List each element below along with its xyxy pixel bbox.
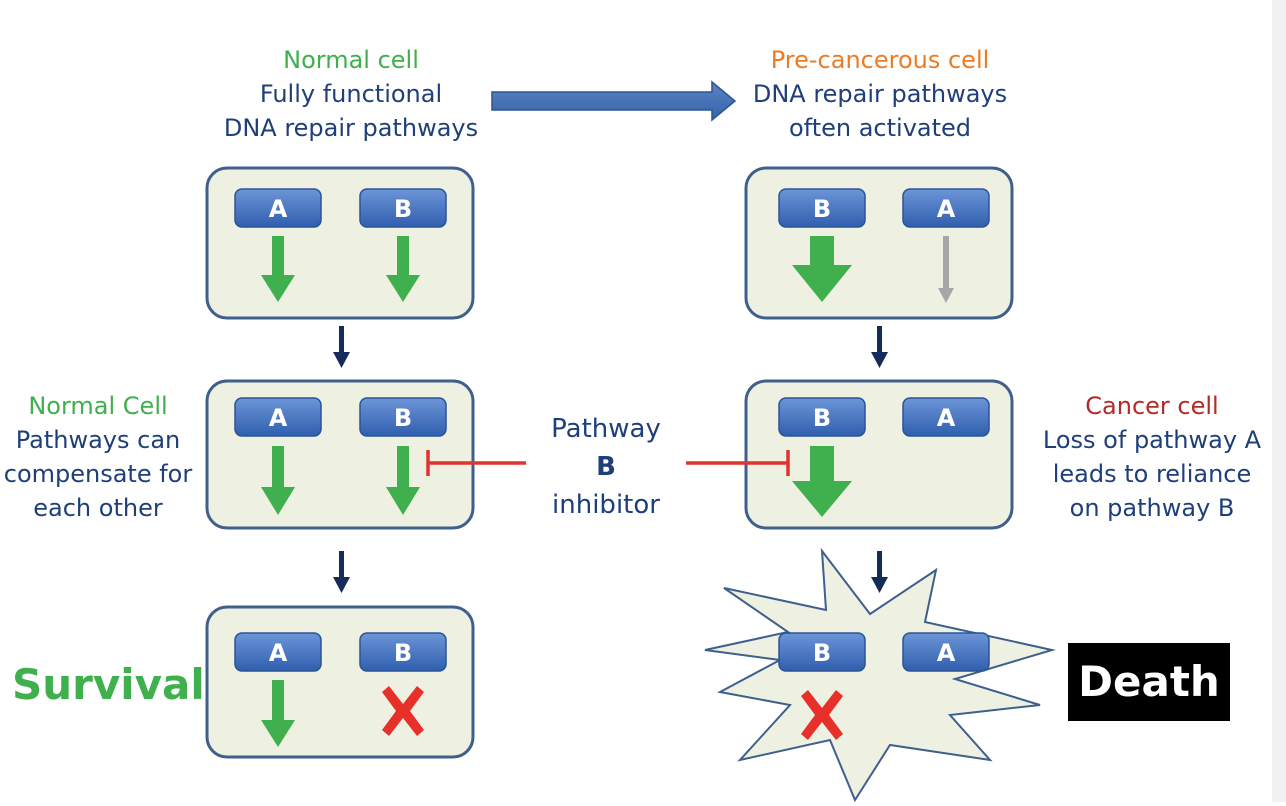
flow-arrow-down	[871, 326, 888, 368]
normal-compensation-label: Normal Cell Pathways can compensate for …	[0, 389, 196, 525]
active-repair-arrow	[386, 236, 420, 302]
cancer-cell-line3: on pathway B	[1069, 494, 1235, 522]
normal-compensation-line2: compensate for	[3, 460, 193, 488]
inhibitor-line1: Pathway	[551, 414, 661, 444]
normal-compensation-line3: each other	[33, 494, 163, 522]
normal-cell-desc-line2: DNA repair pathways	[223, 114, 479, 142]
pathway-label-a: A	[937, 639, 956, 667]
normal-cell-title: Normal cell	[283, 46, 419, 74]
page-edge-strip	[1272, 0, 1286, 802]
cancer-cell-line2: leads to reliance	[1052, 460, 1252, 488]
precancer-cell-desc-line1: DNA repair pathways	[752, 80, 1008, 108]
precancer-cell-header: Pre-cancerous cell DNA repair pathways o…	[725, 43, 1035, 145]
survival-label: Survival	[12, 660, 205, 709]
dying-cell-starburst	[704, 547, 1056, 803]
pathway-label-a: A	[937, 195, 956, 223]
pathway-label-b: B	[394, 639, 412, 667]
transition-arrow	[491, 80, 737, 122]
pathway-box-a	[902, 397, 990, 437]
pathway-box-b	[359, 188, 447, 228]
pathway-label-b: B	[394, 195, 412, 223]
pathway-box-b	[359, 632, 447, 672]
pathway-label-a: A	[937, 404, 956, 432]
pathway-label-a: A	[269, 639, 288, 667]
precancer-cell-title: Pre-cancerous cell	[770, 46, 990, 74]
flow-arrow-down	[871, 551, 888, 593]
blocked-cross-icon	[801, 690, 843, 740]
normal-compensation-line1: Pathways can	[15, 426, 181, 454]
pathway-box-b	[778, 397, 866, 437]
inhibition-line-right	[686, 450, 790, 476]
pathway-box-b	[778, 632, 866, 672]
flow-arrow-down	[333, 551, 350, 593]
inhibitor-line3: inhibitor	[552, 490, 660, 520]
death-label: Death	[1068, 643, 1230, 721]
pathway-box-a	[902, 188, 990, 228]
pathway-box-a	[234, 188, 322, 228]
precancer-cell-desc-line2: often activated	[788, 114, 972, 142]
pathway-box-a	[234, 397, 322, 437]
pathway-b-inhibitor-label: Pathway B inhibitor	[526, 410, 686, 524]
cancer-cell-label: Cancer cell Loss of pathway A leads to r…	[1032, 389, 1272, 525]
active-repair-arrow	[261, 680, 295, 747]
strong-repair-arrow	[792, 446, 852, 517]
cancer-cell-title: Cancer cell	[1085, 392, 1219, 420]
pathway-label-b: B	[394, 404, 412, 432]
flow-arrow-down	[333, 326, 350, 368]
strong-repair-arrow	[792, 236, 852, 302]
normal-cell-desc-line1: Fully functional	[259, 80, 443, 108]
normal-compensation-title: Normal Cell	[28, 392, 168, 420]
pathway-label-b: B	[813, 404, 831, 432]
pathway-box-b	[778, 188, 866, 228]
inhibitor-line2: B	[596, 452, 616, 482]
pathway-label-b: B	[813, 195, 831, 223]
pathway-label-a: A	[269, 404, 288, 432]
inhibition-line-left	[426, 450, 526, 476]
pathway-label-b: B	[813, 639, 831, 667]
pathway-box-a	[234, 632, 322, 672]
weak-repair-arrow	[938, 236, 954, 303]
normal-cell-bottom	[205, 605, 475, 759]
active-repair-arrow	[386, 446, 420, 515]
pathway-box-a	[902, 632, 990, 672]
active-repair-arrow	[261, 236, 295, 302]
pathway-label-a: A	[269, 195, 288, 223]
pathway-box-b	[359, 397, 447, 437]
cancer-cell-line1: Loss of pathway A	[1042, 426, 1262, 454]
blocked-cross-icon	[382, 686, 424, 736]
normal-cell-header: Normal cell Fully functional DNA repair …	[196, 43, 506, 145]
active-repair-arrow	[261, 446, 295, 515]
